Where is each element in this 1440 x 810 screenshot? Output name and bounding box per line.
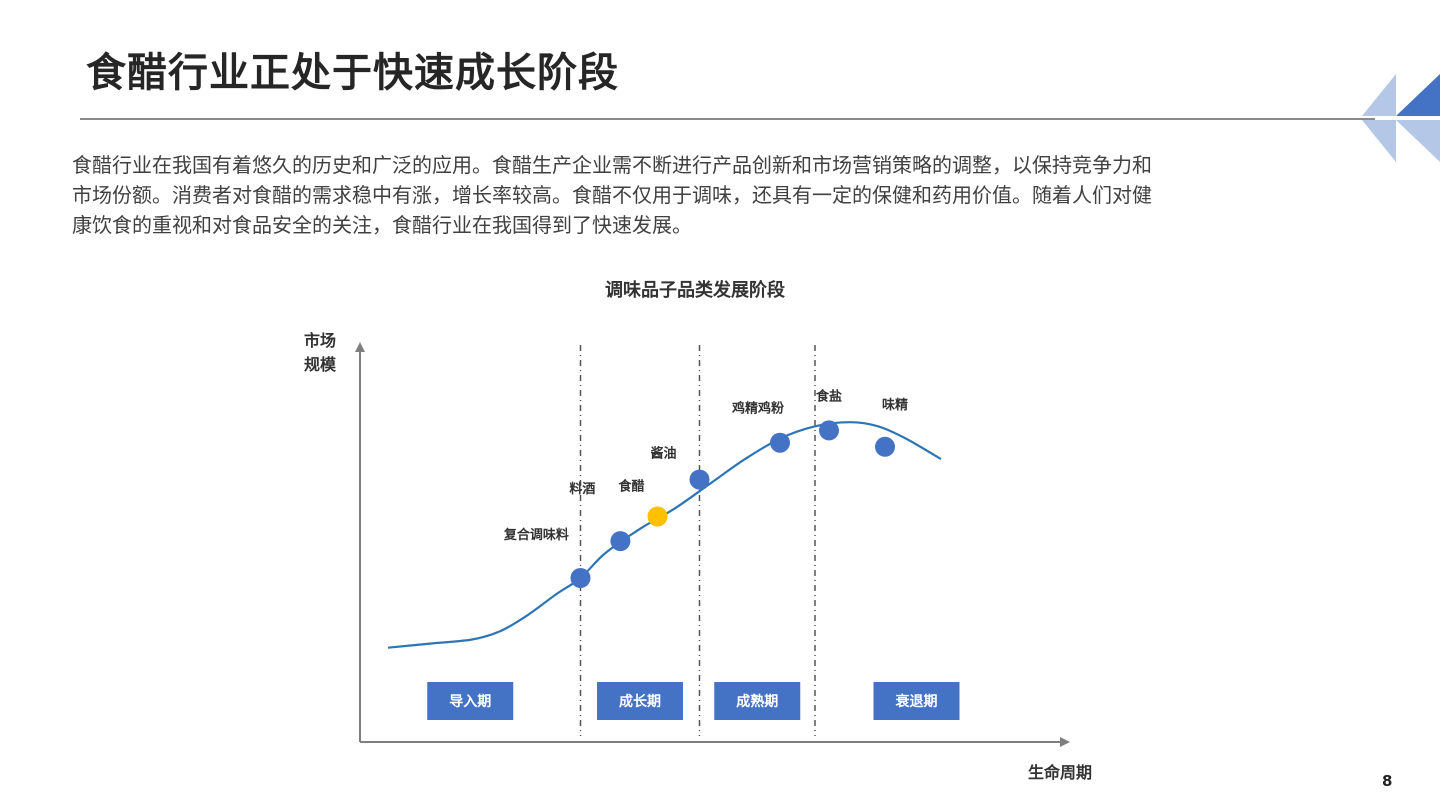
point-label: 酱油 (650, 446, 676, 462)
stage-box (597, 682, 683, 720)
page-title: 食醋行业正处于快速成长阶段 (86, 50, 619, 96)
point-label: 鸡精鸡粉 (731, 401, 784, 417)
page-number: 8 (1382, 772, 1393, 790)
x-axis-label: 生命周期 (1028, 763, 1092, 782)
highlight-point (647, 506, 668, 527)
data-point (570, 568, 591, 588)
intro-paragraph: 食醋行业在我国有着悠久的历史和广泛的应用。食醋生产企业需不断进行产品创新和市场营… (72, 150, 1372, 240)
y-axis-label: 规模 (304, 355, 337, 374)
logo-triangle-light-bottom (1362, 120, 1396, 162)
paragraph-line: 市场份额。消费者对食醋的需求稳中有涨，增长率较高。食醋不仅用于调味，还具有一定的… (72, 183, 1152, 207)
logo-triangle-dark (1396, 74, 1440, 116)
data-point (689, 469, 710, 490)
logo-triangle-light-right (1396, 120, 1440, 162)
paragraph-line: 康饮食的重视和对食品安全的关注，食醋行业在我国得到了快速发展。 (72, 213, 692, 237)
stage-label: 衰退期 (895, 693, 938, 710)
stage-box (714, 682, 801, 720)
paragraph-line: 食醋行业在我国有着悠久的历史和广泛的应用。食醋生产企业需不断进行产品创新和市场营… (72, 153, 1152, 177)
y-axis-label: 市场 (304, 331, 336, 350)
data-point (610, 531, 631, 552)
point-label: 复合调味料 (503, 527, 569, 543)
brand-logo (1362, 74, 1440, 162)
point-label: 味精 (882, 397, 908, 413)
y-axis-arrow (355, 342, 365, 352)
data-point (819, 420, 839, 441)
stage-box (427, 682, 514, 720)
data-point (770, 432, 790, 453)
logo-triangle-light-top (1362, 74, 1396, 116)
data-point (875, 436, 895, 457)
stage-label: 成长期 (619, 693, 661, 710)
title-divider (80, 118, 1375, 120)
x-axis-arrow (1060, 737, 1070, 747)
chart-title: 调味品子品类发展阶段 (605, 280, 785, 301)
point-label: 食盐 (816, 388, 842, 404)
stage-label: 成熟期 (736, 693, 778, 710)
stage-label: 导入期 (449, 694, 491, 710)
point-label: 料酒 (569, 481, 595, 497)
point-label: 食醋 (618, 479, 644, 495)
stage-box (873, 682, 960, 720)
